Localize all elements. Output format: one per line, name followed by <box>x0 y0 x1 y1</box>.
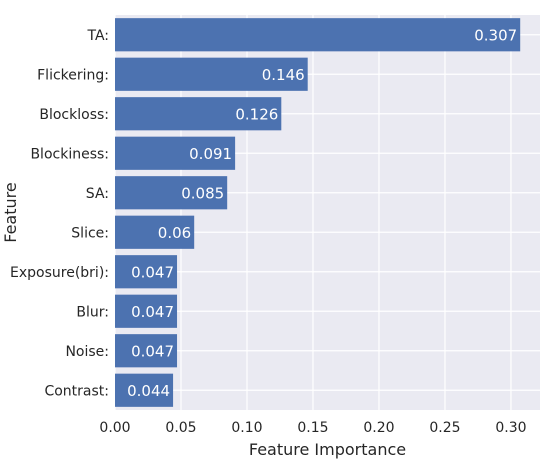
bar-value-label: 0.085 <box>181 184 224 202</box>
bar <box>115 255 178 289</box>
bar-value-labels: 0.307 0.146 0.126 0.091 0.085 0.06 0.047 0.047 0… <box>127 26 517 400</box>
x-tick-label: 0.15 <box>297 420 328 436</box>
x-tick-labels: 0.00 0.05 0.10 0.15 0.20 0.25 0.30 <box>99 420 526 436</box>
y-tick-label: Flickering: <box>37 67 109 83</box>
y-tick-label: Blockiness: <box>30 146 109 162</box>
bar-value-label: 0.047 <box>131 342 174 360</box>
x-tick-label: 0.10 <box>231 420 262 436</box>
x-tick-label: 0.25 <box>429 420 460 436</box>
x-axis-title: Feature Importance <box>249 440 406 459</box>
bar-value-label: 0.307 <box>474 26 517 44</box>
bar <box>115 97 282 131</box>
bar-value-label: 0.06 <box>158 224 191 242</box>
bar-value-label: 0.044 <box>127 382 170 400</box>
y-tick-labels: TA: Flickering: Blockloss: Blockiness: SA: Sl… <box>10 28 109 400</box>
bar <box>115 215 195 249</box>
bars <box>115 18 521 407</box>
y-tick-label: Slice: <box>71 225 109 241</box>
bar <box>115 136 236 170</box>
bar-value-label: 0.126 <box>235 105 278 123</box>
y-tick-label: SA: <box>86 186 109 202</box>
y-axis-title: Feature <box>1 182 20 242</box>
y-tick-label: Blockloss: <box>39 107 109 123</box>
x-tick-label: 0.05 <box>165 420 196 436</box>
bar <box>115 294 178 328</box>
bar <box>115 373 174 407</box>
bar <box>115 176 228 210</box>
bar-value-label: 0.047 <box>131 263 174 281</box>
bar <box>115 57 308 91</box>
bar <box>115 18 521 52</box>
x-tick-label: 0.20 <box>363 420 394 436</box>
bar-value-label: 0.146 <box>262 66 305 84</box>
bar <box>115 334 178 368</box>
y-tick-label: Exposure(bri): <box>10 265 109 281</box>
x-tick-label: 0.30 <box>495 420 526 436</box>
y-tick-label: Noise: <box>65 344 109 360</box>
bar-value-label: 0.047 <box>131 303 174 321</box>
y-tick-label: Contrast: <box>44 383 109 399</box>
y-tick-label: TA: <box>86 28 109 44</box>
bar-value-label: 0.091 <box>189 145 232 163</box>
y-tick-label: Blur: <box>76 304 109 320</box>
x-tick-label: 0.00 <box>99 420 130 436</box>
